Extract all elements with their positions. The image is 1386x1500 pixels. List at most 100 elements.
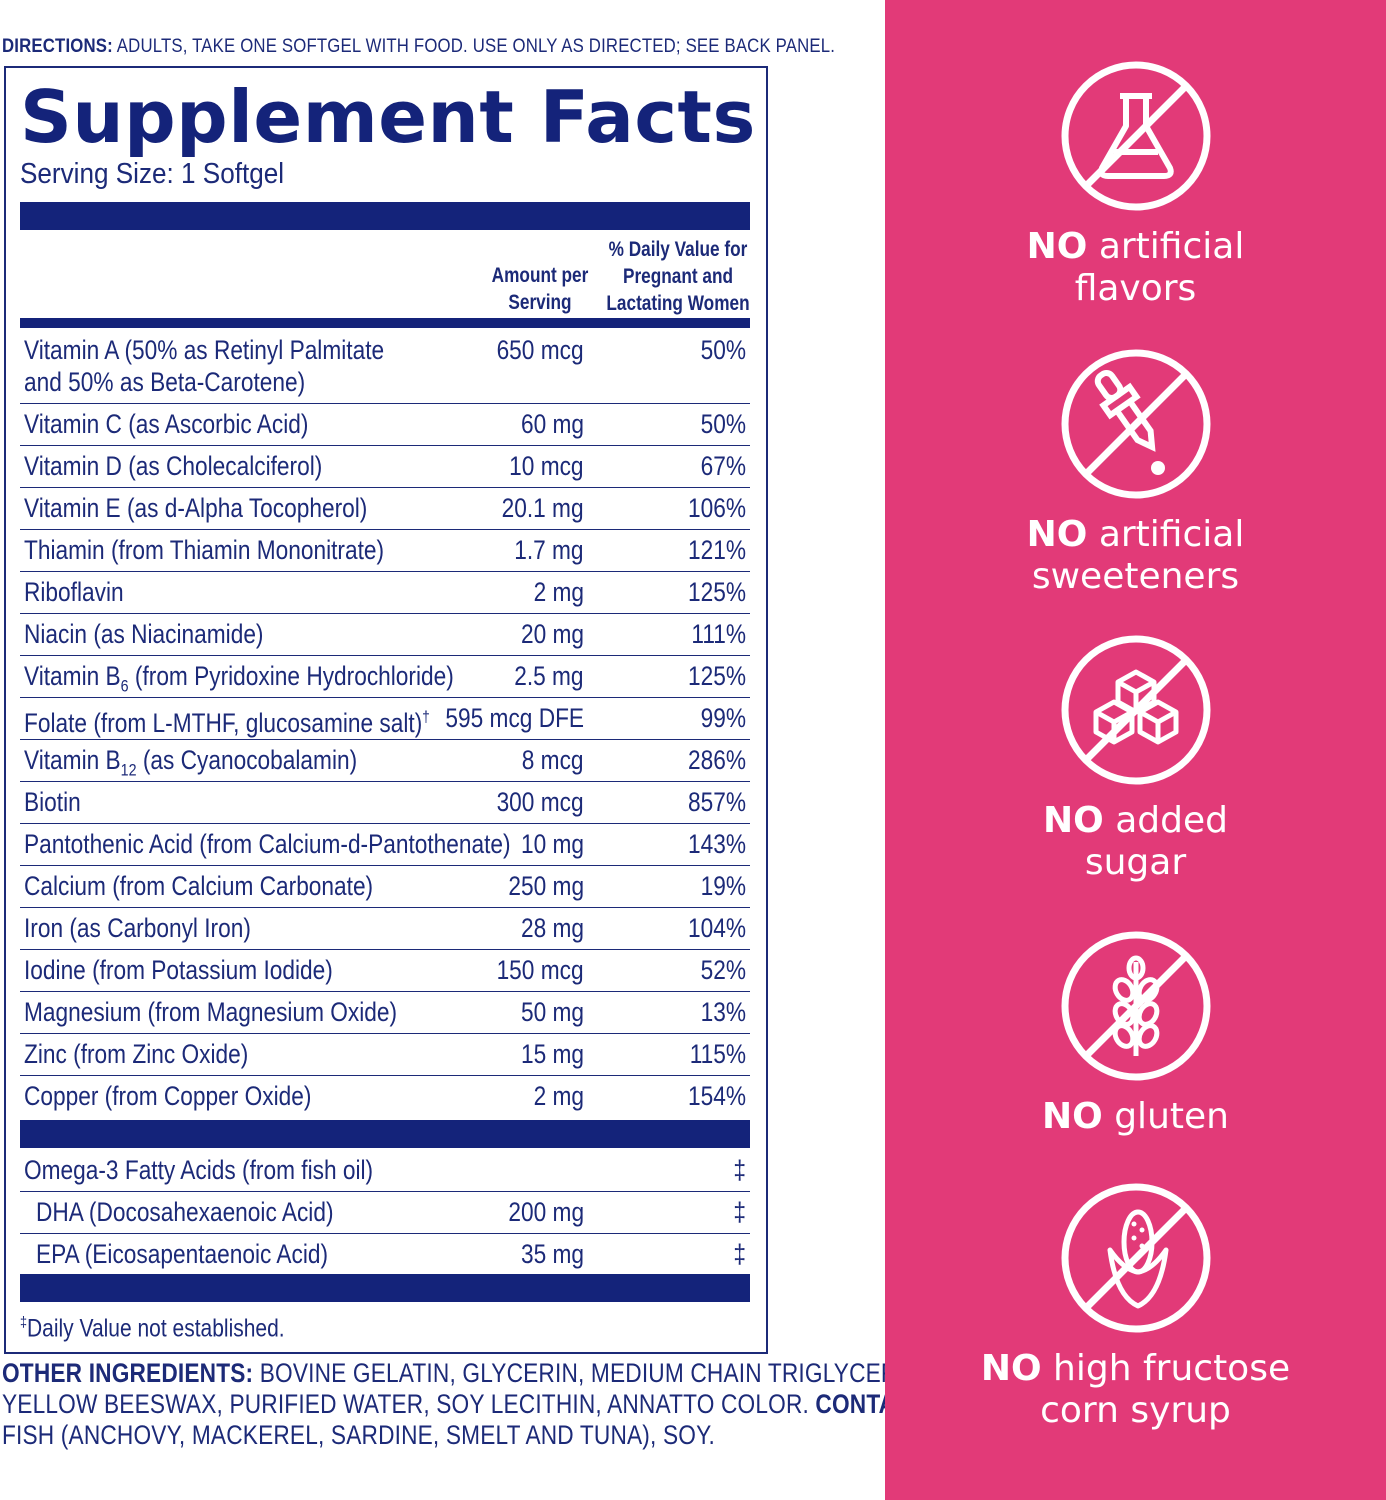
daily-value: 50% [700,409,746,439]
nutrient-row: Vitamin A (50% as Retinyl Palmitate and … [20,330,750,404]
amount-per-serving: 20.1 mg [502,493,584,523]
nutrient-name: Omega-3 Fatty Acids (from fish oil) [24,1155,374,1185]
nutrient-name: Thiamin (from Thiamin Mononitrate) [24,535,385,565]
daily-value: 19% [700,871,746,901]
amount-per-serving: 50 mg [520,997,584,1027]
daily-value: 106% [687,493,746,523]
amount-per-serving: 2.5 mg [514,661,584,691]
daily-value: 99% [700,703,746,733]
daily-value: 143% [687,829,746,859]
amount-per-serving: 200 mg [508,1197,584,1227]
claims-panel [885,0,1386,1500]
daily-value: 115% [689,1039,746,1069]
corn-icon [1061,1183,1210,1333]
claim-no-artificial-sweeteners: NO artificial sweeteners [885,346,1386,598]
supplement-label-panel: DIRECTIONS: ADULTS, TAKE ONE SOFTGEL WIT… [2,35,958,1450]
nutrient-name: Biotin [24,787,81,817]
daily-value: 52% [700,955,746,985]
nutrient-row: Vitamin C (as Ascorbic Acid) 60 mg 50% [20,404,750,446]
thick-divider-top [20,202,750,230]
daily-value: 111% [691,619,746,649]
amount-per-serving: 10 mcg [509,451,584,481]
nutrient-name: Riboflavin [24,577,124,607]
thick-divider-middle [20,1120,750,1148]
nutrient-name: EPA (Eicosapentaenoic Acid) [36,1239,329,1269]
header-divider [20,318,750,328]
daily-value: 857% [687,787,746,817]
wheat-icon [1061,931,1210,1081]
daily-value: ‡ [733,1155,746,1185]
nutrient-row: Thiamin (from Thiamin Mononitrate) 1.7 mg… [20,530,750,572]
footnote: ‡Daily Value not established. [20,1314,285,1343]
amount-per-serving: 10 mg [520,829,584,859]
nutrient-row: Folate (from L-MTHF, glucosamine salt)† 5… [20,698,750,740]
daily-value: 125% [687,577,746,607]
daily-value: 121% [687,535,746,565]
nutrient-row: Zinc (from Zinc Oxide) 15 mg 115% [20,1034,750,1076]
amount-per-serving: 15 mg [520,1039,584,1069]
daily-value: 104% [687,913,746,943]
nutrient-name: Vitamin B12 (as Cyanocobalamin) [24,745,358,780]
dropper-icon [1061,349,1210,499]
omega-row: DHA (Docosahexaenoic Acid) 200 mg ‡ [20,1192,750,1234]
nutrient-name: Folate (from L-MTHF, glucosamine salt)† [24,708,430,738]
omega-row: EPA (Eicosapentaenoic Acid) 35 mg ‡ [20,1234,750,1276]
omega-row: Omega-3 Fatty Acids (from fish oil) ‡ [20,1150,750,1192]
nutrient-row: Biotin 300 mcg 857% [20,782,750,824]
nutrient-row: Iodine (from Potassium Iodide) 150 mcg 52% [20,950,750,992]
claim-no-gluten: NO gluten [885,928,1386,1138]
nutrient-name: Magnesium (from Magnesium Oxide) [24,997,398,1027]
nutrient-row: Vitamin B6 (from Pyridoxine Hydrochlorid… [20,656,750,698]
nutrient-name: Niacin (as Niacinamide) [24,619,264,649]
daily-value: 286% [687,745,746,775]
nutrient-name: Vitamin C (as Ascorbic Acid) [24,409,309,439]
daily-value: 13% [700,997,746,1027]
nutrient-name: Vitamin D (as Cholecalciferol) [24,451,323,481]
amount-per-serving: 150 mcg [497,955,584,985]
sugar-cubes-icon [1061,635,1210,785]
amount-per-serving: 8 mcg [522,745,584,775]
daily-value: 154% [687,1081,746,1111]
directions-text: DIRECTIONS: ADULTS, TAKE ONE SOFTGEL WIT… [2,35,836,57]
amount-per-serving: 60 mg [520,409,584,439]
nutrient-name: Calcium (from Calcium Carbonate) [24,871,374,901]
col-header-amount: Amount per Serving [491,264,589,314]
nutrient-row: Magnesium (from Magnesium Oxide) 50 mg 13% [20,992,750,1034]
amount-per-serving: 300 mcg [497,787,584,817]
amount-per-serving: 2 mg [533,1081,584,1111]
daily-value: ‡ [733,1197,746,1227]
facts-title: Supplement Facts [20,75,756,159]
nutrient-row: Riboflavin 2 mg 125% [20,572,750,614]
col-header-daily-value: % Daily Value for Pregnant and Lactating W… [606,238,750,315]
amount-per-serving: 28 mg [520,913,584,943]
amount-per-serving: 20 mg [520,619,584,649]
daily-value: ‡ [733,1239,746,1269]
nutrient-row: Niacin (as Niacinamide) 20 mg 111% [20,614,750,656]
other-ingredients: OTHER INGREDIENTS: BOVINE GELATIN, GLYCE… [2,1358,958,1450]
nutrient-row: Pantothenic Acid (from Calcium-d-Pantoth… [20,824,750,866]
nutrient-row: Iron (as Carbonyl Iron) 28 mg 104% [20,908,750,950]
claim-no-artificial-flavors: NO artificial flavors [885,58,1386,310]
nutrient-row: Calcium (from Calcium Carbonate) 250 mg 19… [20,866,750,908]
nutrient-name: Iodine (from Potassium Iodide) [24,955,333,985]
nutrient-name: Pantothenic Acid (from Calcium-d-Pantoth… [24,829,511,859]
nutrient-row: Vitamin D (as Cholecalciferol) 10 mcg 67% [20,446,750,488]
daily-value: 50% [700,335,746,365]
nutrient-name: Zinc (from Zinc Oxide) [24,1039,249,1069]
amount-per-serving: 595 mcg DFE [445,703,584,733]
serving-size: Serving Size: 1 Softgel [20,158,285,190]
claim-no-high-fructose-corn-syrup: NO high fructose corn syrup [885,1180,1386,1432]
flask-icon [1061,61,1210,211]
claim-no-added-sugar: NO added sugar [885,632,1386,884]
nutrient-name: DHA (Docosahexaenoic Acid) [36,1197,334,1227]
nutrient-row: Vitamin B12 (as Cyanocobalamin) 8 mcg 286% [20,740,750,782]
thick-divider-bottom [20,1274,750,1302]
nutrient-name: Vitamin B6 (from Pyridoxine Hydrochlorid… [24,661,454,696]
nutrient-row: Copper (from Copper Oxide) 2 mg 154% [20,1076,750,1118]
nutrient-name: Vitamin A (50% as Retinyl Palmitate and … [24,335,385,397]
amount-per-serving: 2 mg [533,577,584,607]
daily-value: 67% [700,451,746,481]
daily-value: 125% [687,661,746,691]
amount-per-serving: 1.7 mg [514,535,584,565]
nutrient-name: Vitamin E (as d-Alpha Tocopherol) [24,493,368,523]
